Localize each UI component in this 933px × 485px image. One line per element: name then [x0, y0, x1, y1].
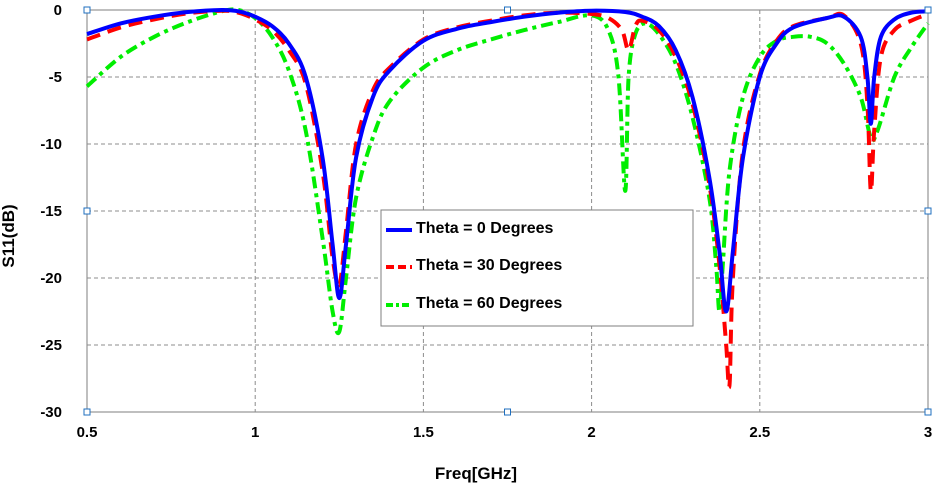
y-tick-label: -30 [40, 404, 62, 421]
x-tick-label: 1 [251, 424, 259, 441]
y-axis-label: S11(dB) [0, 204, 18, 267]
legend-box [380, 209, 694, 327]
selection-handles [83, 6, 932, 416]
legend-label-theta-30: Theta = 30 Degrees [416, 257, 562, 274]
y-tick-label: -5 [49, 69, 62, 86]
y-tick-label: -15 [40, 203, 62, 220]
series-line-theta-0-degrees [86, 7, 929, 314]
legend: Theta = 0 Degrees Theta = 30 Degrees The… [380, 209, 694, 327]
selection-handle[interactable] [924, 207, 932, 215]
x-tick-label: 0.5 [77, 424, 98, 441]
series-lines [85, 7, 930, 390]
legend-label-theta-60: Theta = 60 Degrees [416, 295, 562, 312]
selection-handle[interactable] [83, 6, 91, 14]
series-line-theta-60-degrees [85, 7, 930, 336]
selection-handle[interactable] [924, 408, 932, 416]
x-tick-label: 2.5 [749, 424, 770, 441]
x-axis-label: Freq[GHz] [435, 464, 517, 483]
legend-label-theta-0: Theta = 0 Degrees [416, 220, 554, 237]
selection-handle[interactable] [924, 6, 932, 14]
y-tick-label: -25 [40, 337, 62, 354]
y-tick-label: -20 [40, 270, 62, 287]
x-tick-label: 1.5 [413, 424, 434, 441]
y-tick-label: -10 [40, 136, 62, 153]
x-tick-label: 2 [587, 424, 595, 441]
selection-handle[interactable] [504, 408, 511, 416]
y-tick-labels: 0 -5 -10 -15 -20 -25 -30 [40, 2, 62, 421]
selection-handle[interactable] [83, 408, 91, 416]
x-tick-labels: 0.5 1 1.5 2 2.5 3 [77, 424, 933, 441]
selection-handle[interactable] [504, 6, 511, 14]
selection-handle[interactable] [83, 207, 91, 215]
x-tick-label: 3 [924, 424, 932, 441]
y-tick-label: 0 [54, 2, 62, 19]
